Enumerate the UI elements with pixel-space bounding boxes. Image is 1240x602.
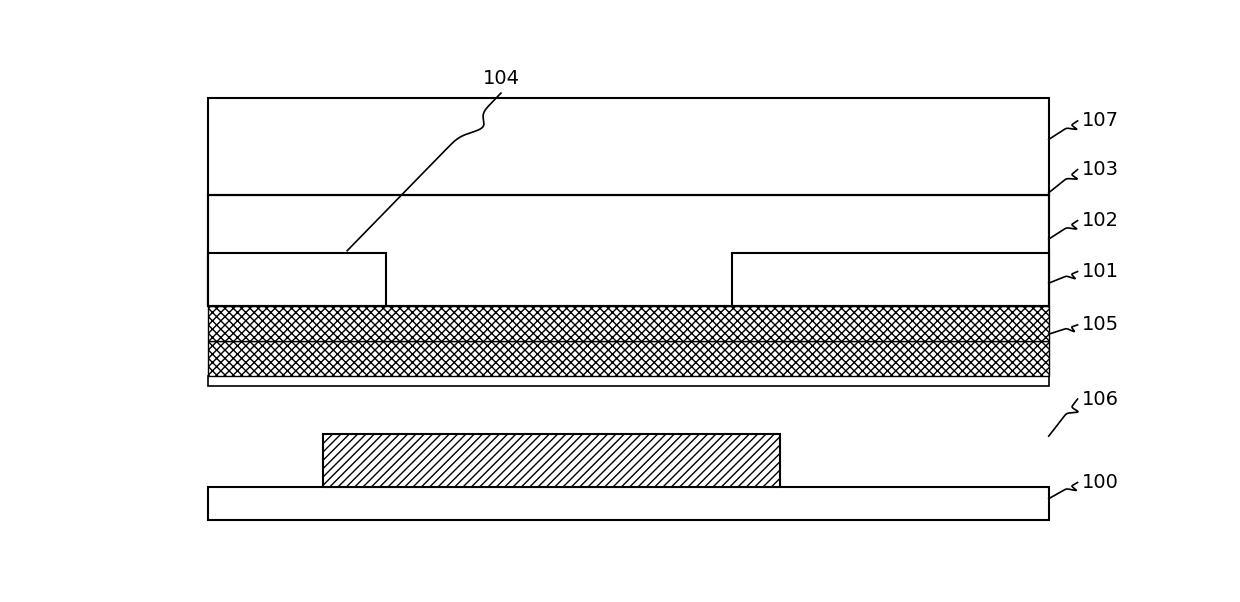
Bar xyxy=(324,434,780,487)
Bar xyxy=(208,98,1049,195)
Text: 102: 102 xyxy=(1083,211,1120,230)
Bar xyxy=(208,487,1049,520)
Text: 103: 103 xyxy=(1083,160,1120,179)
Bar xyxy=(208,376,1049,386)
Bar xyxy=(732,253,1049,306)
Text: 106: 106 xyxy=(1083,389,1120,409)
Text: 105: 105 xyxy=(1083,315,1120,334)
Text: 107: 107 xyxy=(1083,111,1120,131)
Bar xyxy=(208,195,1049,306)
Bar xyxy=(208,195,1049,306)
Text: 100: 100 xyxy=(1083,473,1120,492)
Bar xyxy=(208,341,1049,376)
Bar xyxy=(208,306,1049,341)
Text: 104: 104 xyxy=(482,69,520,88)
Bar xyxy=(208,253,386,306)
Text: 101: 101 xyxy=(1083,262,1120,281)
